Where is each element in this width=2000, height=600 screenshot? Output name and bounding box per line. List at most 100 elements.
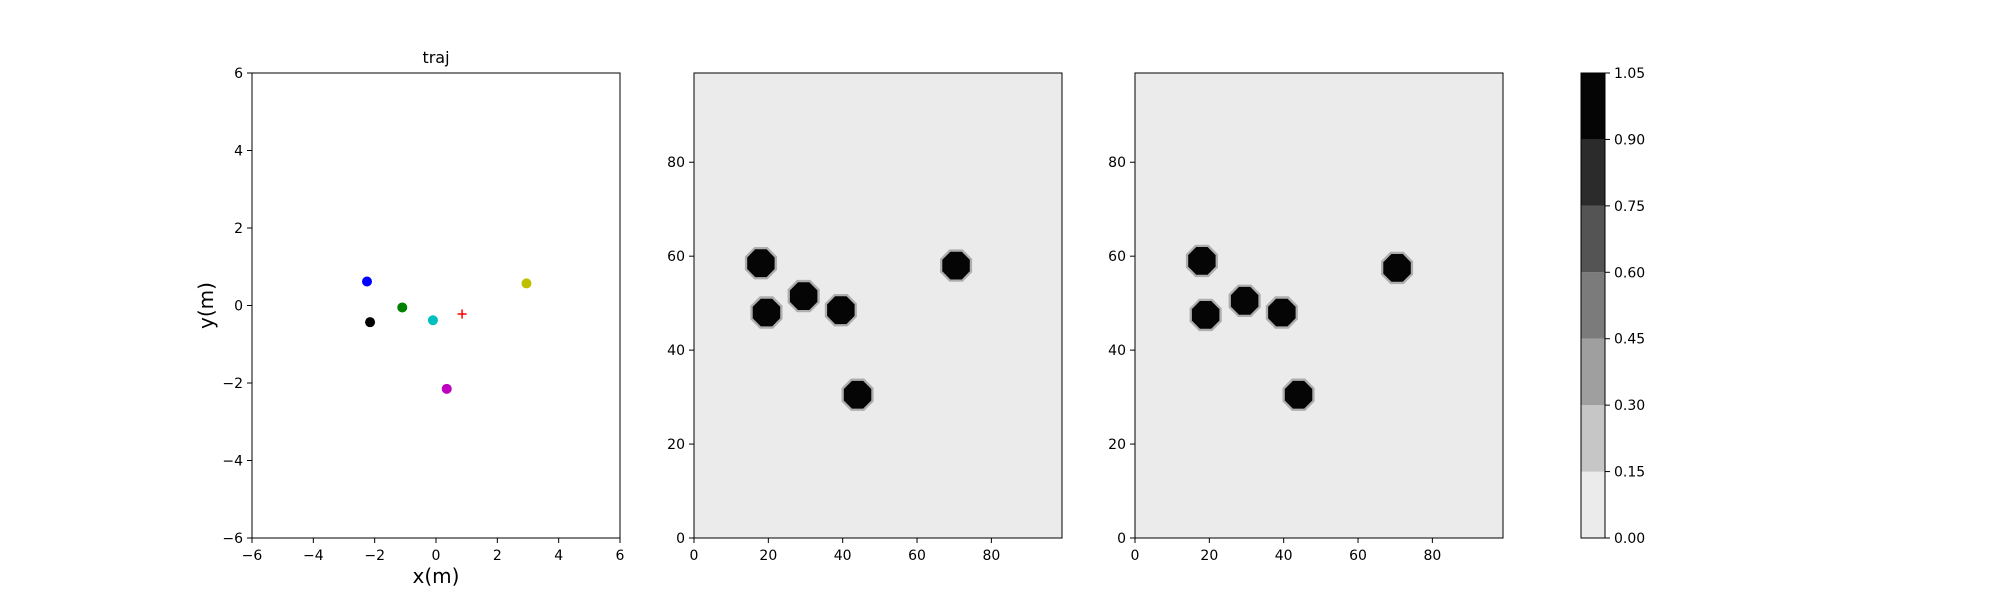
hm2-obstacle-blob: [1189, 298, 1222, 332]
traj-plot-area: [252, 73, 620, 538]
blob-core: [752, 298, 781, 327]
traj-x-tick-label: −6: [242, 548, 263, 564]
traj-point: [362, 276, 372, 287]
hm2-obstacle-blob: [1381, 251, 1414, 285]
hm1-y-tick-label: 60: [667, 249, 685, 265]
heatmap-2-background: [1135, 73, 1503, 538]
traj-points: [362, 276, 532, 394]
traj-x-tick-label: 4: [554, 548, 563, 564]
traj-panel: −6 −4 −2 0 2 4 6 −6 −4 −2 0 2 4 6 traj x(m) y(m): [194, 48, 625, 588]
hm2-obstacle-blob: [1185, 244, 1218, 278]
colorbar-ticks: 0.00 0.15 0.30 0.45 0.60 0.75 0.90 1.05: [1605, 66, 1645, 547]
heatmap-1-blobs: [744, 247, 973, 411]
blob-core: [843, 380, 872, 409]
colorbar-bands: [1581, 73, 1605, 538]
blob-core: [942, 251, 970, 280]
hm2-x-tick-label: 80: [1423, 548, 1441, 564]
hm1-x-tick-label: 20: [759, 548, 777, 564]
colorbar-tick-label: 0.60: [1614, 265, 1645, 281]
blob-core: [1284, 380, 1313, 409]
hm2-x-tick-label: 40: [1275, 548, 1293, 564]
hm2-obstacle-blob: [1228, 284, 1261, 317]
hm2-y-tick-label: 60: [1108, 249, 1126, 265]
heatmap-1-background: [694, 73, 1062, 538]
traj-y-tick-label: 6: [234, 66, 243, 82]
traj-x-tick-label: −2: [364, 548, 385, 564]
blob-core: [789, 282, 818, 310]
colorbar-tick-label: 0.00: [1614, 531, 1645, 547]
hm1-obstacle-blob: [841, 378, 874, 411]
colorbar-band: [1581, 139, 1605, 206]
heatmap-1-x-axis: 0 20 40 60 80: [690, 538, 1000, 564]
colorbar-tick-label: 0.75: [1614, 199, 1645, 215]
colorbar-band: [1581, 205, 1605, 273]
traj-point: [397, 302, 408, 313]
blob-core: [1230, 286, 1259, 315]
hm2-x-tick-label: 0: [1131, 548, 1140, 564]
heatmap-2-y-axis: 0 20 40 60 80: [1108, 155, 1135, 547]
hm1-obstacle-blob: [750, 296, 783, 329]
hm2-y-tick-label: 20: [1108, 437, 1126, 453]
colorbar-band: [1581, 338, 1605, 406]
colorbar-tick-label: 0.90: [1614, 132, 1645, 148]
hm1-obstacle-blob: [744, 247, 777, 280]
heatmap-2-blobs: [1185, 244, 1414, 411]
colorbar-tick-label: 0.45: [1614, 332, 1645, 348]
colorbar-band: [1581, 471, 1605, 538]
traj-y-tick-label: −6: [222, 531, 243, 547]
traj-y-tick-label: 2: [234, 221, 243, 237]
traj-y-tick-label: 0: [234, 299, 243, 315]
colorbar-band: [1581, 73, 1605, 140]
heatmap-1-frame: [693, 72, 1063, 539]
traj-point: [521, 278, 532, 289]
heatmap-2-frame: [1134, 72, 1504, 539]
heatmap-panel-1: 0 20 40 60 80 0 20 40 60 80: [667, 72, 1063, 564]
hm1-x-tick-label: 60: [908, 548, 926, 564]
hm1-x-tick-label: 80: [982, 548, 1000, 564]
hm1-obstacle-blob: [940, 249, 973, 282]
blob-core: [1191, 301, 1220, 329]
traj-point: [427, 315, 438, 326]
hm1-obstacle-blob: [787, 279, 820, 313]
hm2-y-tick-label: 40: [1108, 343, 1126, 359]
hm1-y-tick-label: 20: [667, 437, 685, 453]
traj-x-tick-label: 6: [616, 548, 625, 564]
hm1-x-tick-label: 40: [834, 548, 852, 564]
heatmap-panel-2: 0 20 40 60 80 0 20 40 60 80: [1108, 72, 1504, 564]
heatmap-2-x-axis: 0 20 40 60 80: [1131, 538, 1441, 564]
traj-point: [365, 317, 376, 328]
blob-core: [1383, 254, 1411, 282]
traj-x-tick-label: 2: [493, 548, 502, 564]
traj-title: traj: [422, 48, 449, 67]
traj-y-tick-label: −4: [222, 454, 243, 470]
hm2-obstacle-blob: [1282, 378, 1315, 411]
colorbar-tick-label: 0.15: [1614, 465, 1645, 481]
colorbar-tick-label: 1.05: [1614, 66, 1645, 82]
heatmap-1-y-axis: 0 20 40 60 80: [667, 155, 694, 547]
colorbar: 0.00 0.15 0.30 0.45 0.60 0.75 0.90 1.05: [1580, 66, 1645, 547]
traj-x-tick-label: 0: [432, 548, 441, 564]
blob-core: [1188, 247, 1216, 275]
traj-point: [441, 383, 452, 394]
blob-core: [747, 249, 775, 278]
hm1-y-tick-label: 40: [667, 343, 685, 359]
colorbar-band: [1581, 405, 1605, 472]
traj-goal-marker: [457, 309, 467, 319]
colorbar-tick-label: 0.30: [1614, 398, 1645, 414]
hm2-obstacle-blob: [1265, 296, 1298, 329]
hm1-x-tick-label: 0: [690, 548, 699, 564]
hm1-y-tick-label: 80: [667, 155, 685, 171]
hm2-x-tick-label: 60: [1349, 548, 1367, 564]
traj-y-axis-label: y(m): [194, 282, 218, 329]
hm2-x-tick-label: 20: [1200, 548, 1218, 564]
traj-y-axis: −6 −4 −2 0 2 4 6: [222, 66, 252, 547]
hm2-y-tick-label: 80: [1108, 155, 1126, 171]
colorbar-band: [1581, 272, 1605, 339]
traj-x-axis: −6 −4 −2 0 2 4 6: [242, 538, 625, 564]
traj-y-tick-label: −2: [222, 376, 243, 392]
hm2-y-tick-label: 0: [1117, 531, 1126, 547]
traj-y-tick-label: 4: [234, 144, 243, 160]
blob-core: [827, 296, 855, 325]
colorbar-frame: [1580, 72, 1606, 539]
